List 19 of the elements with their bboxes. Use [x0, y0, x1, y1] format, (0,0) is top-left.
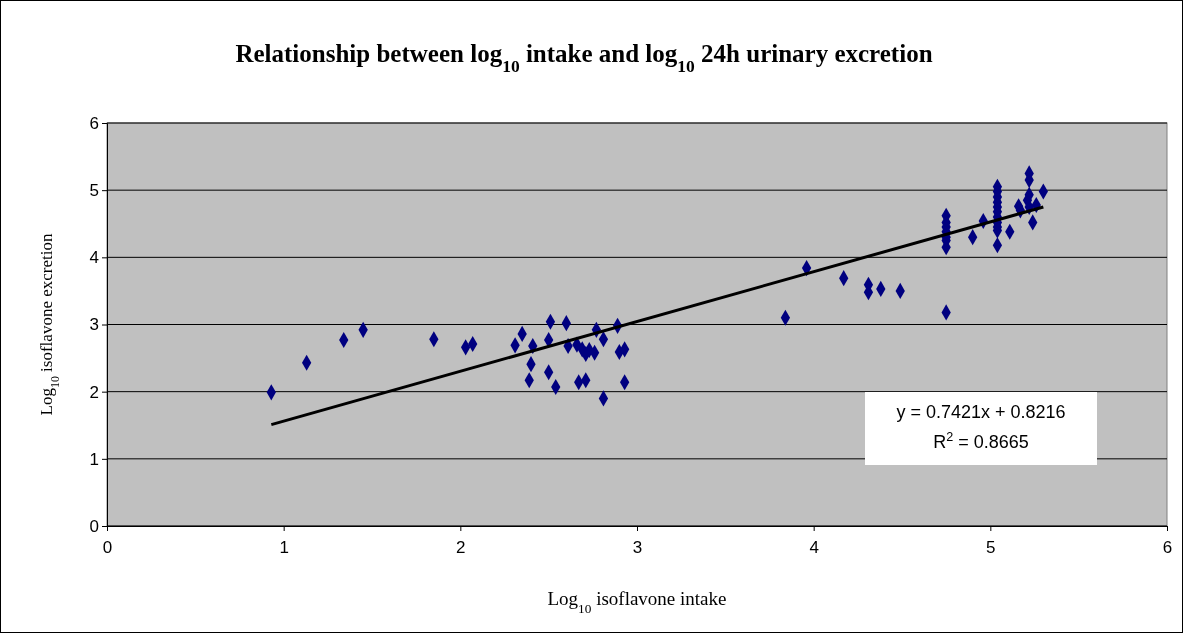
x-tick-label: 1	[279, 537, 289, 557]
y-tick-label: 5	[89, 181, 99, 201]
y-tick-label: 4	[89, 248, 99, 268]
x-axis-title: Log$_{10}$ isoflavone intake	[547, 588, 727, 616]
y-tick-label: 0	[89, 516, 99, 536]
y-tick-label: 2	[89, 382, 99, 402]
x-tick-label: 6	[1162, 537, 1173, 557]
y-tick-label: 6	[89, 113, 99, 133]
annotation: y = 0.7421x + 0.8216	[896, 402, 1066, 422]
x-tick-label: 5	[986, 537, 996, 557]
x-tick-label: 0	[102, 537, 113, 557]
chart-title: Relationship between log$_{10}$ intake and log$_{10}$ 24h urinary excretion	[235, 40, 933, 76]
y-tick-label: 1	[89, 449, 99, 469]
equation-text-box: y = 0.7421x + 0.8216 R$^{2}$ = 0.8665	[865, 392, 1097, 465]
x-tick-label: 3	[632, 537, 643, 557]
y-tick-label: 3	[89, 315, 99, 335]
x-tick-label: 2	[456, 537, 466, 557]
x-tick-label: 4	[809, 537, 819, 557]
annotation: R$^{2}$ = 0.8665	[933, 430, 1029, 452]
